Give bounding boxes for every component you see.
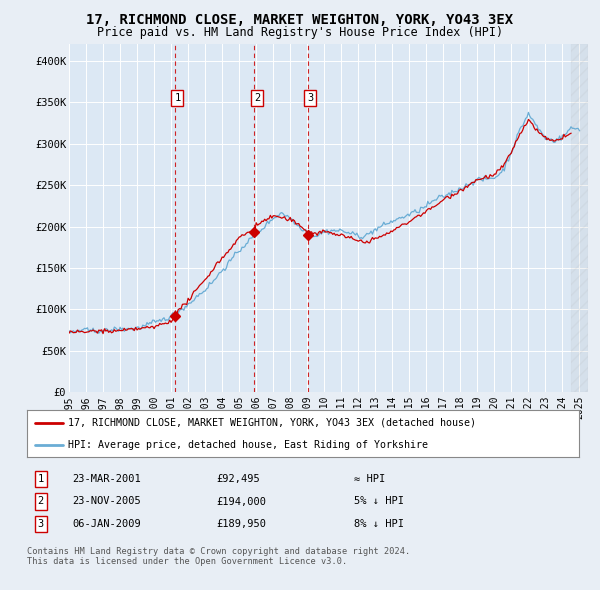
Text: This data is licensed under the Open Government Licence v3.0.: This data is licensed under the Open Gov… bbox=[27, 558, 347, 566]
Text: £92,495: £92,495 bbox=[216, 474, 260, 484]
Text: 3: 3 bbox=[38, 519, 44, 529]
Text: Price paid vs. HM Land Registry's House Price Index (HPI): Price paid vs. HM Land Registry's House … bbox=[97, 26, 503, 39]
Text: 17, RICHMOND CLOSE, MARKET WEIGHTON, YORK, YO43 3EX: 17, RICHMOND CLOSE, MARKET WEIGHTON, YOR… bbox=[86, 13, 514, 27]
Text: 5% ↓ HPI: 5% ↓ HPI bbox=[354, 497, 404, 506]
Text: 3: 3 bbox=[307, 93, 313, 103]
Text: £189,950: £189,950 bbox=[216, 519, 266, 529]
Text: Contains HM Land Registry data © Crown copyright and database right 2024.: Contains HM Land Registry data © Crown c… bbox=[27, 547, 410, 556]
Text: HPI: Average price, detached house, East Riding of Yorkshire: HPI: Average price, detached house, East… bbox=[68, 440, 428, 450]
Text: 06-JAN-2009: 06-JAN-2009 bbox=[72, 519, 141, 529]
Text: ≈ HPI: ≈ HPI bbox=[354, 474, 385, 484]
Text: 17, RICHMOND CLOSE, MARKET WEIGHTON, YORK, YO43 3EX (detached house): 17, RICHMOND CLOSE, MARKET WEIGHTON, YOR… bbox=[68, 418, 476, 428]
Text: 1: 1 bbox=[38, 474, 44, 484]
Text: 1: 1 bbox=[174, 93, 181, 103]
Text: 2: 2 bbox=[38, 497, 44, 506]
Bar bbox=[571, 44, 588, 392]
Text: 2: 2 bbox=[254, 93, 260, 103]
Text: 23-NOV-2005: 23-NOV-2005 bbox=[72, 497, 141, 506]
Text: 23-MAR-2001: 23-MAR-2001 bbox=[72, 474, 141, 484]
Text: 8% ↓ HPI: 8% ↓ HPI bbox=[354, 519, 404, 529]
Text: £194,000: £194,000 bbox=[216, 497, 266, 506]
